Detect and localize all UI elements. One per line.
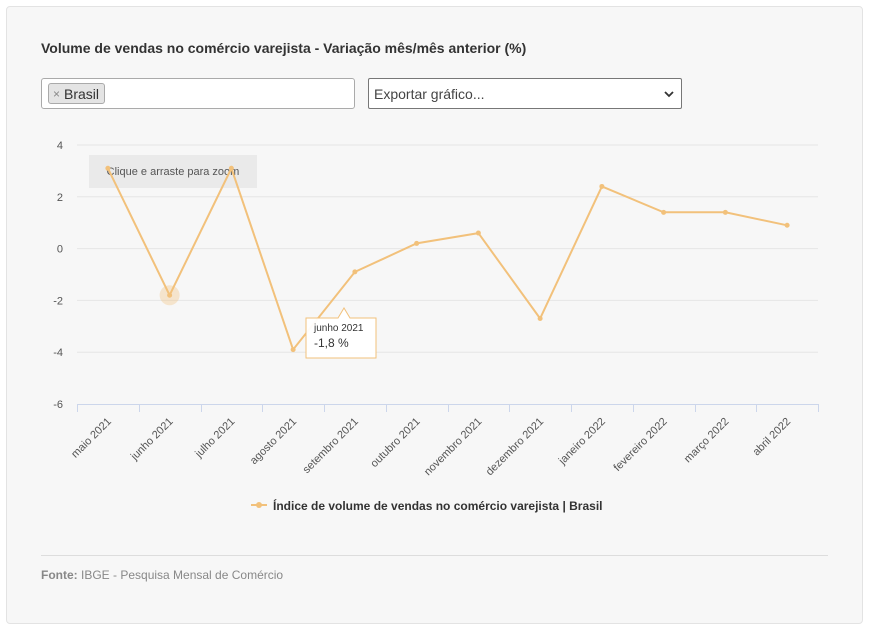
data-point[interactable] (599, 183, 605, 189)
location-chip-label: Brasil (64, 85, 100, 102)
x-tick-label: outubro 2021 (368, 416, 422, 470)
location-filter-input[interactable]: × Brasil (41, 78, 355, 109)
x-axis-labels: maio 2021 junho 2021 julho 2021 agosto 2021… (69, 416, 793, 479)
x-tick-label: maio 2021 (69, 416, 114, 461)
series-line[interactable] (107, 165, 788, 352)
data-point[interactable] (414, 240, 420, 246)
y-tick-label: 0 (57, 244, 63, 256)
chevron-down-icon (664, 91, 674, 98)
data-point[interactable] (290, 347, 296, 353)
chart-title: Volume de vendas no comércio varejista -… (41, 40, 527, 56)
footer-divider (41, 555, 828, 556)
legend-series-label[interactable]: Índice de volume de vendas no comércio v… (273, 498, 602, 513)
data-point[interactable] (537, 316, 543, 322)
x-tick-label: janeiro 2022 (556, 416, 608, 468)
x-axis (77, 404, 819, 412)
data-point[interactable] (722, 209, 728, 215)
remove-chip-icon[interactable]: × (53, 86, 61, 101)
tooltip: junho 2021 -1,8 % (305, 307, 377, 359)
x-tick-label: novembro 2021 (422, 416, 485, 479)
data-point[interactable] (784, 222, 790, 228)
y-tick-label: -6 (53, 399, 63, 411)
y-tick-label: -2 (53, 295, 63, 307)
x-tick-label: abril 2022 (751, 416, 794, 459)
x-tick-label: junho 2021 (128, 416, 176, 464)
export-chart-select[interactable]: Exportar gráfico... (368, 78, 682, 109)
tooltip-category: junho 2021 (313, 323, 364, 334)
source-note: Fonte: IBGE - Pesquisa Mensal de Comérci… (41, 568, 283, 582)
data-point[interactable] (352, 269, 358, 275)
x-tick-label: setembro 2021 (301, 416, 361, 476)
export-chart-label: Exportar gráfico... (374, 85, 485, 102)
source-text: IBGE - Pesquisa Mensal de Comércio (81, 568, 284, 582)
data-point[interactable] (661, 209, 667, 215)
x-tick-label: julho 2021 (192, 416, 237, 461)
zoom-hint-text: Clique e arraste para zoom (107, 166, 240, 178)
x-tick-label: agosto 2021 (248, 416, 299, 467)
data-point[interactable] (228, 165, 234, 171)
data-point[interactable] (105, 165, 111, 171)
y-tick-label: 4 (57, 140, 63, 152)
tooltip-value: -1,8 % (314, 336, 349, 350)
x-tick-label: março 2022 (682, 416, 732, 466)
data-point[interactable] (167, 292, 173, 298)
y-axis-ticks: 4 2 0 -2 -4 -6 (53, 140, 63, 411)
location-chip: × Brasil (48, 83, 106, 104)
chart-card (6, 6, 863, 624)
y-tick-label: -4 (53, 347, 63, 359)
x-tick-label: dezembro 2021 (484, 416, 547, 479)
series-points (105, 165, 790, 353)
data-point[interactable] (475, 230, 481, 236)
x-tick-label: fevereiro 2022 (612, 416, 670, 474)
source-prefix: Fonte: (41, 568, 78, 582)
legend[interactable]: Índice de volume de vendas no comércio v… (251, 498, 602, 513)
chart-grid (77, 144, 818, 353)
legend-swatch-marker (256, 502, 262, 508)
y-tick-label: 2 (57, 192, 63, 204)
